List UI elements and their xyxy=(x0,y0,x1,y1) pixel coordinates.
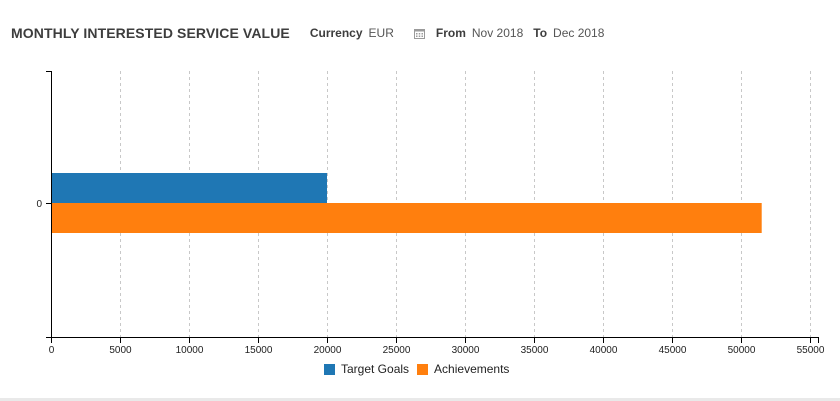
chart-header: MONTHLY INTERESTED SERVICE VALUE Currenc… xyxy=(11,24,604,42)
bottom-divider xyxy=(0,398,840,401)
to-value: Dec 2018 xyxy=(553,26,605,40)
legend-swatch-achievements xyxy=(417,363,429,375)
bar-chart: 0 0 5000 10000 15000 20000 25000 30000 35000 4000… xyxy=(36,71,825,356)
y-tick-label-0: 0 xyxy=(36,199,42,210)
x-tick-label-35000: 35000 xyxy=(521,345,549,356)
x-tick-label-45000: 45000 xyxy=(659,345,687,356)
legend-item-achievements[interactable]: Achievements xyxy=(417,362,509,376)
from-value: Nov 2018 xyxy=(471,26,524,40)
x-tick-label-15000: 15000 xyxy=(245,345,273,356)
to-label: To xyxy=(533,26,548,40)
x-tick-label-20000: 20000 xyxy=(314,345,342,356)
x-tick-label-55000: 55000 xyxy=(797,345,825,356)
chart-title: MONTHLY INTERESTED SERVICE VALUE xyxy=(11,25,290,41)
bar-achievements xyxy=(51,203,762,233)
x-tick-label-30000: 30000 xyxy=(452,345,480,356)
currency-label: Currency xyxy=(309,26,363,40)
from-label: From xyxy=(435,26,466,40)
x-tick-label-25000: 25000 xyxy=(383,345,411,356)
legend-label-achievements: Achievements xyxy=(434,362,510,376)
x-tick-label-10000: 10000 xyxy=(176,345,204,356)
x-tick-label-0: 0 xyxy=(49,345,55,356)
calendar-icon[interactable] xyxy=(413,28,425,39)
legend-label-target-goals: Target Goals xyxy=(341,362,410,376)
legend-swatch-target-goals xyxy=(324,363,335,375)
currency-value: EUR xyxy=(368,26,394,40)
legend-item-target-goals[interactable]: Target Goals xyxy=(324,362,409,376)
chart-legend: Target Goals Achievements xyxy=(324,362,517,376)
bar-target-goals xyxy=(51,173,327,203)
x-tick-label-40000: 40000 xyxy=(590,345,618,356)
x-tick-label-5000: 5000 xyxy=(109,345,132,356)
x-tick-label-50000: 50000 xyxy=(728,345,756,356)
